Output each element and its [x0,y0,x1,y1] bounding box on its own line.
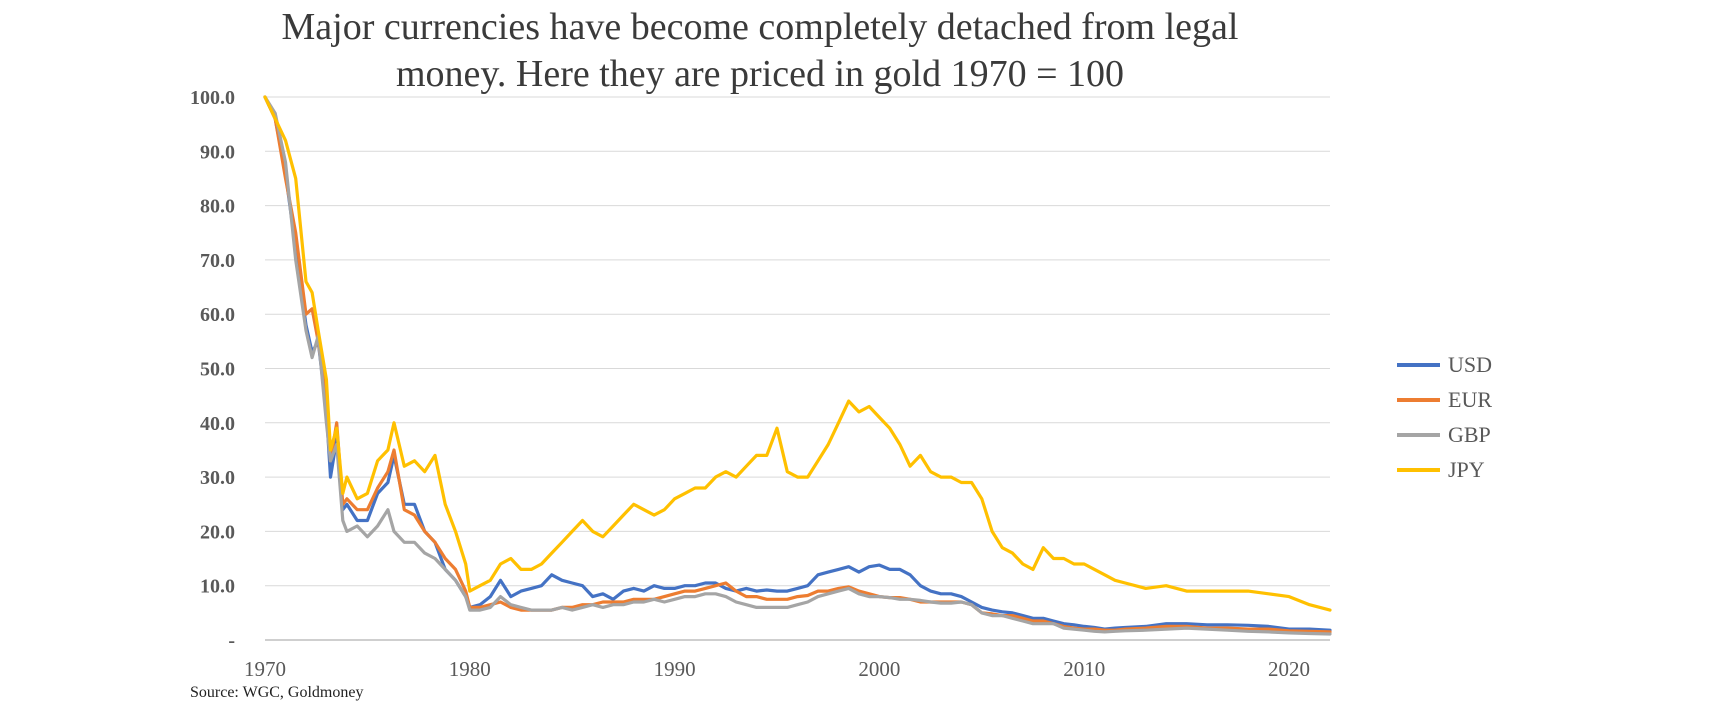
y-tick-label: - [228,630,235,652]
x-tick-label: 1990 [654,657,696,681]
legend-label-eur: EUR [1448,387,1492,412]
y-tick-label: 100.0 [190,87,235,109]
source-note: Source: WGC, Goldmoney [190,684,364,701]
x-tick-label: 1970 [244,657,286,681]
y-tick-label: 70.0 [200,250,235,272]
gridlines [265,96,1330,587]
series-line-usd [263,95,1332,632]
series-line-gbp [263,95,1332,636]
x-tick-label: 2000 [858,657,900,681]
chart-title-line-2: money. Here they are priced in gold 1970… [395,53,1125,95]
y-tick-label: 30.0 [200,467,235,489]
series-line-jpy [263,95,1332,612]
x-tick-label: 1980 [449,657,491,681]
y-tick-label: 10.0 [200,576,235,598]
y-tick-label: 60.0 [200,304,235,326]
series-lines [263,95,1332,636]
legend-label-jpy: JPY [1448,457,1485,482]
legend-label-gbp: GBP [1448,422,1491,447]
y-tick-label: 20.0 [200,521,235,543]
x-axis-ticks: 1970 1980 1990 2000 2010 2020 [244,657,1310,681]
y-tick-label: 40.0 [200,413,235,435]
chart-title: Major currencies have become completely … [190,4,1330,98]
y-tick-label: 80.0 [200,196,235,218]
legend: USD EUR GBP JPY [1397,352,1492,482]
legend-label-usd: USD [1448,352,1492,377]
x-tick-label: 2020 [1268,657,1310,681]
chart-title-line-1: Major currencies have become completely … [281,6,1239,48]
y-tick-label: 50.0 [200,359,235,381]
x-tick-label: 2010 [1063,657,1105,681]
y-axis-ticks: - 10.0 20.0 30.0 40.0 50.0 60.0 70.0 80.0 90.0 100… [190,87,235,652]
y-tick-label: 90.0 [200,141,235,163]
